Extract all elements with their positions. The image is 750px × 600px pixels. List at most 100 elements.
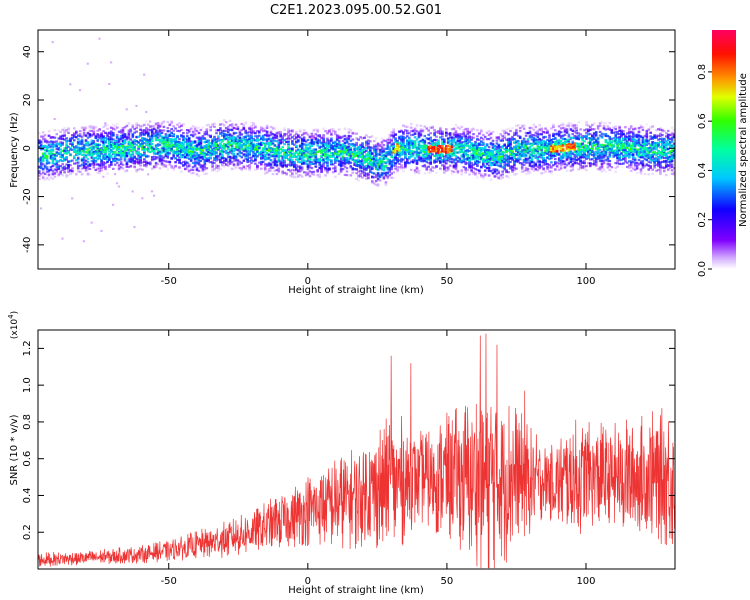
spectrogram-cell (106, 135, 109, 138)
spectrogram-cell (445, 128, 448, 131)
spectrogram-cell (345, 156, 349, 160)
spectrogram-cell (318, 146, 321, 149)
spectrogram-cell (123, 159, 127, 162)
spectrogram-cell (357, 145, 360, 148)
spectrogram-cell (201, 135, 205, 138)
spectrogram-cell (324, 130, 327, 133)
spectrogram-cell (193, 158, 197, 161)
spectrogram-cell (224, 121, 228, 124)
spectrogram-cell (450, 173, 454, 176)
spectrogram-cell (302, 154, 306, 157)
spectrogram-cell (456, 160, 460, 163)
spectrogram-cell (131, 134, 135, 137)
spectrogram-cell (174, 161, 177, 164)
spectrogram-cell (265, 138, 269, 141)
spectrogram-cell (203, 172, 207, 175)
spectrogram-cell (110, 150, 113, 154)
spectrogram-cell (228, 137, 232, 141)
spectrogram-cell (326, 137, 329, 140)
spectrogram-cell (135, 124, 138, 127)
spectrogram-cell (287, 140, 290, 143)
spectrogram-cell (386, 141, 390, 144)
spectrogram-cell (380, 147, 384, 150)
spectrogram-cell (145, 148, 148, 151)
spectrogram-cell (320, 151, 323, 154)
spectrogram-cell (256, 166, 259, 169)
spectrogram-cell (96, 149, 99, 152)
spectrogram-cell (164, 138, 168, 141)
spectrogram-cell (223, 132, 226, 135)
spectrogram-cell (230, 168, 234, 171)
spectrogram-cell (388, 149, 392, 152)
spectrogram-cell (425, 160, 429, 164)
spectrogram-cell (112, 131, 115, 135)
spectrogram-cell (135, 104, 138, 107)
spectrogram-cell (59, 171, 62, 174)
spectrogram-cell (104, 162, 107, 165)
spectrogram-cell (240, 156, 244, 159)
spectrogram-cell (441, 130, 444, 133)
spectrogram-cell (347, 149, 351, 152)
spectrogram-cell (372, 176, 376, 179)
spectrogram-cell (291, 142, 294, 145)
spectrogram-cell (191, 140, 195, 143)
spectrogram-cell (285, 133, 288, 136)
spectrogram-cell (139, 159, 142, 162)
spectrogram-cell (73, 150, 76, 153)
spectrogram-cell (224, 159, 228, 162)
spectrogram-cell (248, 160, 251, 163)
spectrogram-cell (211, 144, 214, 147)
spectrogram-cell (104, 155, 107, 158)
spectrogram-cell (137, 135, 140, 138)
spectrogram-cell (384, 181, 388, 184)
spectrogram-cell (55, 154, 59, 157)
spectrogram-cell (427, 129, 430, 132)
spectrogram-cell (408, 149, 411, 152)
spectrogram-cell (119, 134, 123, 138)
spectrogram-cell (187, 145, 191, 148)
spectrogram-cell (445, 151, 448, 154)
spectrogram-cell (466, 139, 469, 142)
spectrogram-cell (82, 134, 86, 137)
spectrogram-cell (201, 169, 205, 173)
spectrogram-cell (400, 151, 403, 154)
spectrogram-cell (49, 152, 53, 155)
spectrogram-cell (191, 152, 195, 155)
spectrogram-cell (446, 157, 450, 160)
spectrogram-cell (355, 159, 358, 162)
spectrogram-cell (53, 140, 57, 143)
spectrogram-cell (378, 144, 382, 147)
spectrogram-cell (170, 120, 173, 124)
spectrogram-cell (172, 168, 175, 171)
spectrogram-cell (213, 125, 216, 128)
spectrogram-cell (176, 135, 179, 138)
spectrogram-cell (281, 157, 284, 160)
spectrogram-cell (287, 129, 290, 132)
spectrogram-cell (108, 140, 111, 143)
spectrogram-cell (248, 140, 251, 143)
spectrogram-cell (252, 131, 255, 134)
spectrogram-cell (394, 137, 397, 140)
spectrogram-cell (347, 128, 351, 131)
spectrogram-cell (384, 172, 388, 175)
spectrogram-cell (404, 156, 407, 159)
spectrogram-cell (160, 131, 164, 135)
spectrogram-cell (363, 158, 366, 161)
spectrogram-cell (450, 128, 454, 131)
spectrogram-cell (256, 138, 259, 141)
spectrogram-cell (472, 148, 475, 151)
spectrogram-cell (431, 126, 434, 129)
spectrogram-cell (65, 163, 68, 166)
spectrogram-cell (234, 138, 238, 141)
spectrogram-cell (267, 138, 271, 141)
spectrogram-cell (197, 137, 201, 140)
spectrogram-cell (361, 145, 364, 148)
spectrogram-cell (127, 142, 131, 145)
spectrogram-cell (53, 158, 57, 161)
spectrogram-cell (417, 141, 421, 144)
spectrogram-cell (330, 159, 333, 162)
spectrogram-cell (409, 155, 413, 158)
spectrogram-cell (392, 176, 395, 179)
spectrogram-cell (102, 151, 105, 154)
spectrogram-cell (61, 163, 64, 166)
